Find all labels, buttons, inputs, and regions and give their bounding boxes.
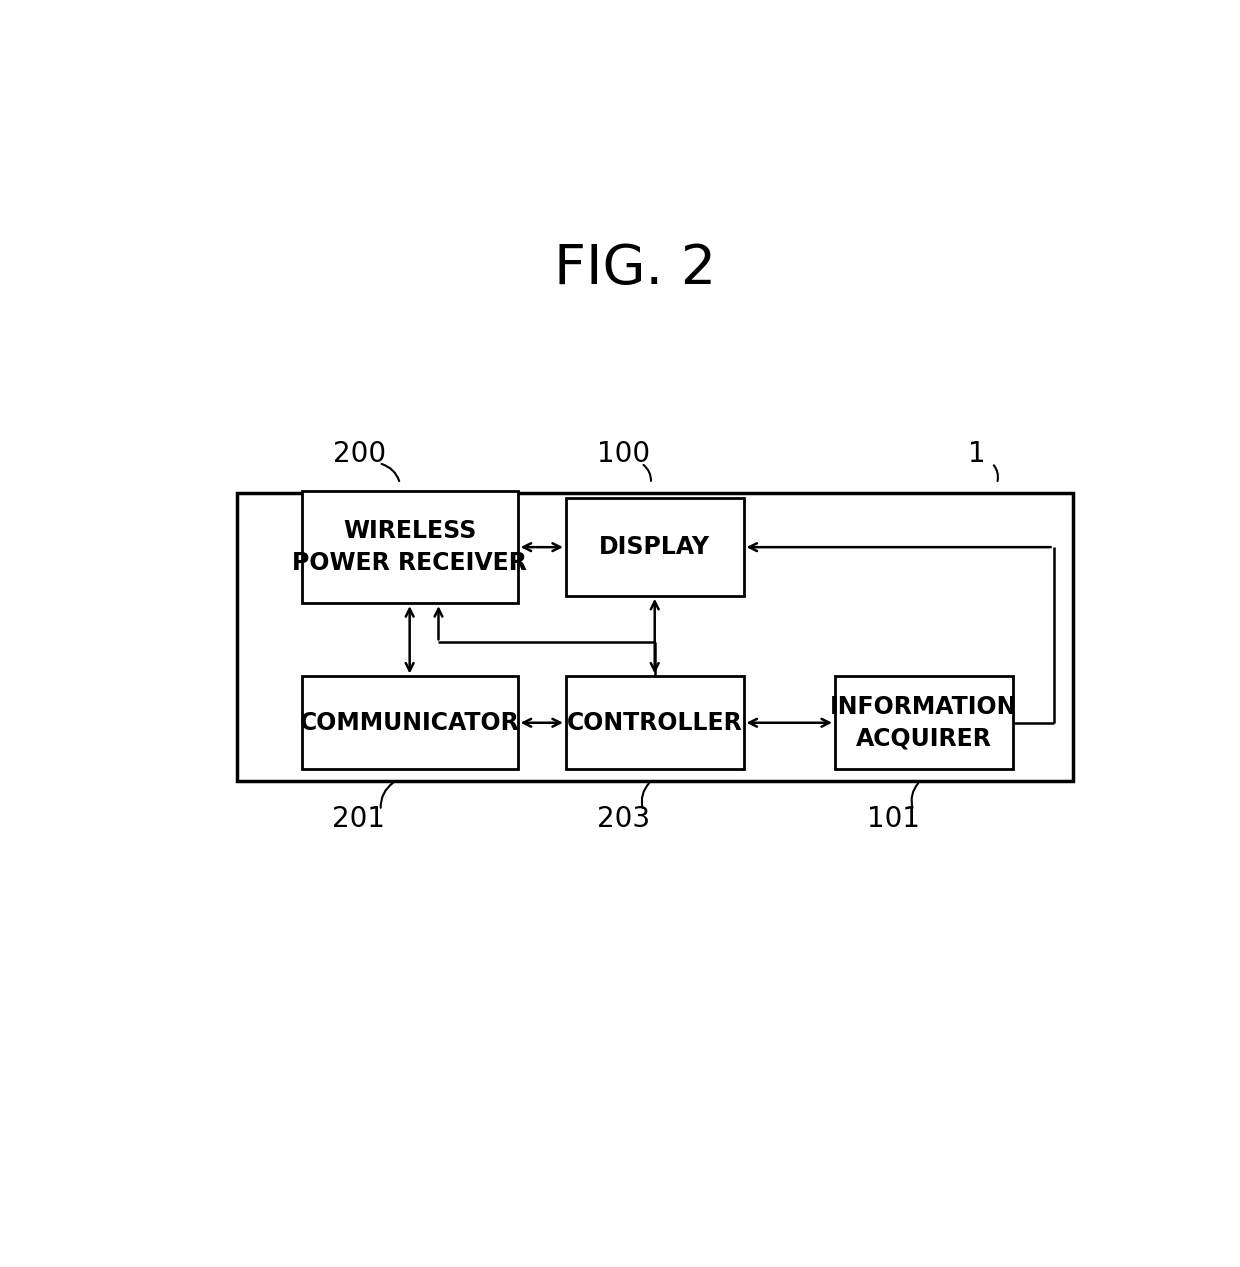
Bar — [301, 492, 518, 603]
Text: CONTROLLER: CONTROLLER — [567, 711, 743, 735]
Text: 101: 101 — [867, 806, 920, 834]
Text: 100: 100 — [598, 441, 651, 469]
Bar — [835, 677, 1013, 769]
Text: WIRELESS
POWER RECEIVER: WIRELESS POWER RECEIVER — [293, 519, 527, 575]
Bar — [565, 498, 744, 595]
Bar — [301, 677, 518, 769]
Text: DISPLAY: DISPLAY — [599, 535, 711, 559]
Text: 203: 203 — [598, 806, 651, 834]
Text: COMMUNICATOR: COMMUNICATOR — [300, 711, 520, 735]
Text: 1: 1 — [968, 441, 986, 469]
Text: INFORMATION
ACQUIRER: INFORMATION ACQUIRER — [830, 696, 1018, 750]
Text: 201: 201 — [332, 806, 386, 834]
Bar — [565, 677, 744, 769]
Bar — [237, 494, 1073, 782]
Text: 200: 200 — [334, 441, 386, 469]
Text: FIG. 2: FIG. 2 — [554, 242, 717, 296]
